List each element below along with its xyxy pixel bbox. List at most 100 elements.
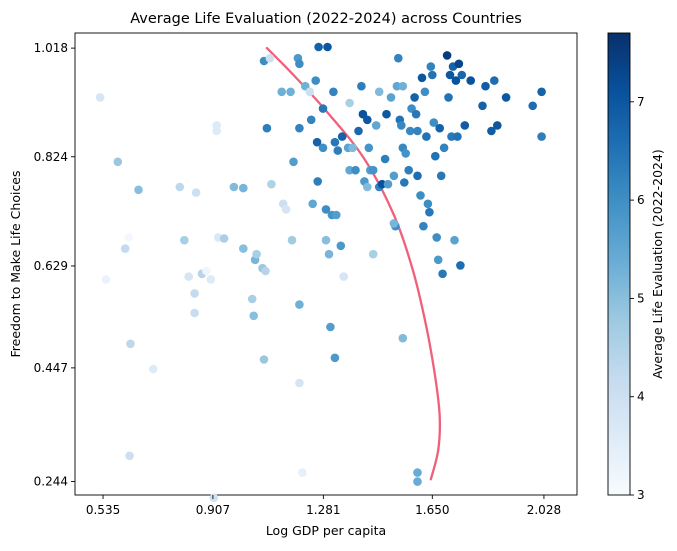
data-point [450,235,459,245]
data-point [202,266,211,276]
data-point [363,115,372,125]
data-point [460,121,470,130]
data-point [312,137,322,147]
data-point [354,126,363,136]
data-point [295,378,304,388]
colorbar-ticks: 3 4 5 6 7 [630,95,645,502]
data-point [445,70,455,80]
data-point [259,355,269,364]
data-point [332,210,341,220]
data-point [490,76,499,85]
y-axis-ticks: 0.244 0.447 0.629 0.824 1.018 [34,41,75,489]
data-point [423,199,433,209]
data-point [321,235,331,245]
data-point [298,468,307,477]
data-point [239,244,248,253]
data-point [318,143,328,153]
data-point [318,104,328,113]
data-point [451,76,461,85]
data-point [413,171,422,181]
y-tick-label: 0.244 [34,475,68,489]
data-point [400,178,409,187]
data-point [398,333,408,343]
data-point [419,221,428,231]
data-point [413,126,422,136]
data-point [368,165,378,175]
data-point [493,121,502,130]
data-point [321,205,331,214]
data-point [433,255,443,265]
trend-curve [265,46,442,481]
data-point [438,269,447,279]
data-point [371,121,381,130]
data-point [501,93,511,102]
data-point [295,123,304,133]
colorbar-tick-label: 7 [637,95,645,109]
data-point [410,93,419,102]
data-point [478,101,487,111]
data-point [397,121,406,130]
data-point [442,51,452,60]
colorbar-tick-label: 4 [637,390,645,404]
data-point [383,179,393,189]
x-tick-label: 0.907 [196,503,230,517]
data-point [357,81,366,91]
data-point [392,81,402,91]
data-point [149,364,158,374]
y-tick-label: 0.824 [34,150,68,164]
data-point [435,123,445,133]
data-point [386,93,396,102]
data-point [429,118,439,127]
data-point [101,275,111,284]
data-point [377,179,387,189]
data-point [95,93,105,102]
data-point [426,62,436,71]
data-point [287,235,297,245]
data-point [345,98,354,108]
x-axis-ticks: 0.535 0.907 1.281 1.650 2.028 [86,495,561,517]
y-tick-label: 0.629 [34,259,68,273]
data-point [311,76,321,85]
data-point [537,132,546,141]
y-tick-label: 1.018 [34,41,68,55]
data-point [382,109,391,119]
data-point [267,179,276,189]
data-point [289,157,298,167]
data-point [286,87,295,97]
data-point [453,132,462,141]
data-point [456,261,465,270]
data-point [447,132,456,141]
colorbar-tick-label: 6 [637,193,645,207]
data-point [330,353,340,363]
data-point [324,249,334,259]
data-point [281,205,291,214]
data-point [405,126,415,136]
data-point [363,182,372,192]
data-point [252,249,261,259]
colorbar [607,32,631,496]
data-point [134,185,143,195]
data-point [295,59,304,69]
data-point [113,157,123,167]
data-point [428,70,437,80]
data-point [249,311,258,321]
data-point [239,183,248,193]
data-point [125,451,134,461]
data-point [337,132,347,141]
data-point [190,289,199,298]
data-point [481,81,490,91]
data-point [206,275,216,284]
data-point [336,241,346,251]
x-tick-label: 1.281 [306,503,340,517]
y-tick-label: 0.447 [34,361,68,375]
data-point [401,149,411,158]
data-point [528,101,537,111]
data-point [184,272,193,281]
data-point [120,244,130,253]
trend-curve-layer [265,46,442,481]
data-point [487,126,496,136]
data-point [247,294,257,304]
data-point [333,146,343,155]
